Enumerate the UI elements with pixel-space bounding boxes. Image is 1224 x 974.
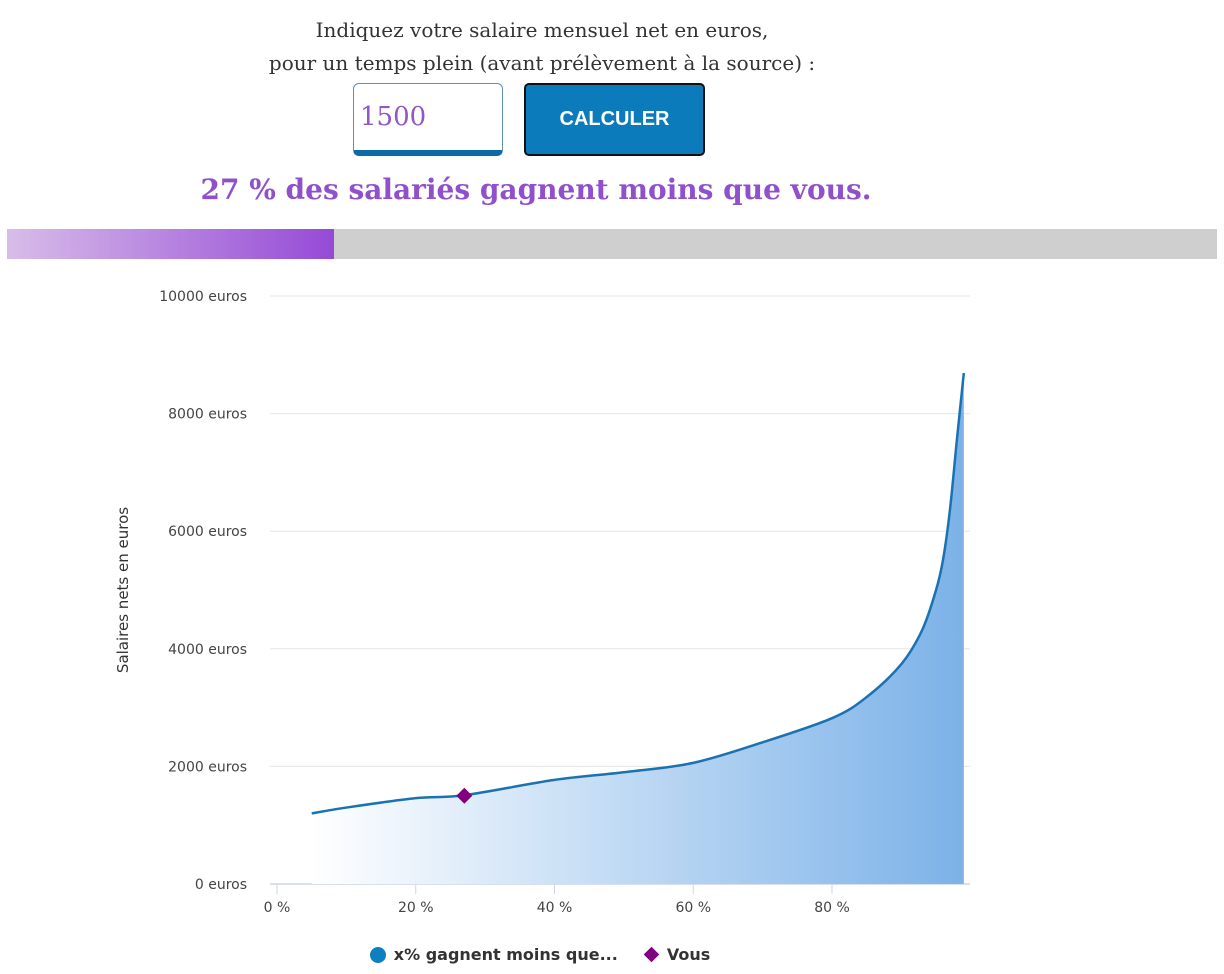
y-tick-label: 10000 euros [159,289,247,305]
x-tick-label: 80 % [814,900,850,916]
y-axis-label: Salaires nets en euros [114,507,132,673]
y-tick-label: 2000 euros [168,759,247,775]
legend-you-diamond-icon [643,946,660,963]
calculate-button[interactable]: CALCULER [524,83,705,156]
y-tick-label: 0 euros [195,877,247,893]
x-tick-label: 20 % [398,900,434,916]
prompt-line-1: Indiquez votre salaire mensuel net en eu… [315,18,769,42]
legend-you-label[interactable]: Vous [666,945,711,964]
result-text: 27 % des salariés gagnent moins que vous… [200,173,872,206]
legend-series-label[interactable]: x% gagnent moins que... [393,945,618,964]
y-tick-label: 6000 euros [168,524,247,540]
legend: x% gagnent moins que... Vous [0,944,1080,964]
series-area [311,373,964,884]
y-tick-label: 4000 euros [168,642,247,658]
you-marker[interactable] [456,787,473,804]
x-tick-label: 40 % [537,900,573,916]
series-line [311,372,966,815]
percentile-bar-fill [7,229,334,259]
percentile-bar [7,229,1217,259]
salary-input[interactable] [353,83,503,156]
legend-series-circle-icon [369,946,386,963]
x-tick-label: 0 % [264,900,291,916]
prompt-text: Indiquez votre salaire mensuel net en eu… [0,14,1084,80]
x-tick-label: 60 % [675,900,711,916]
prompt-line-2: pour un temps plein (avant prélèvement à… [268,51,816,75]
y-tick-label: 8000 euros [168,407,247,423]
